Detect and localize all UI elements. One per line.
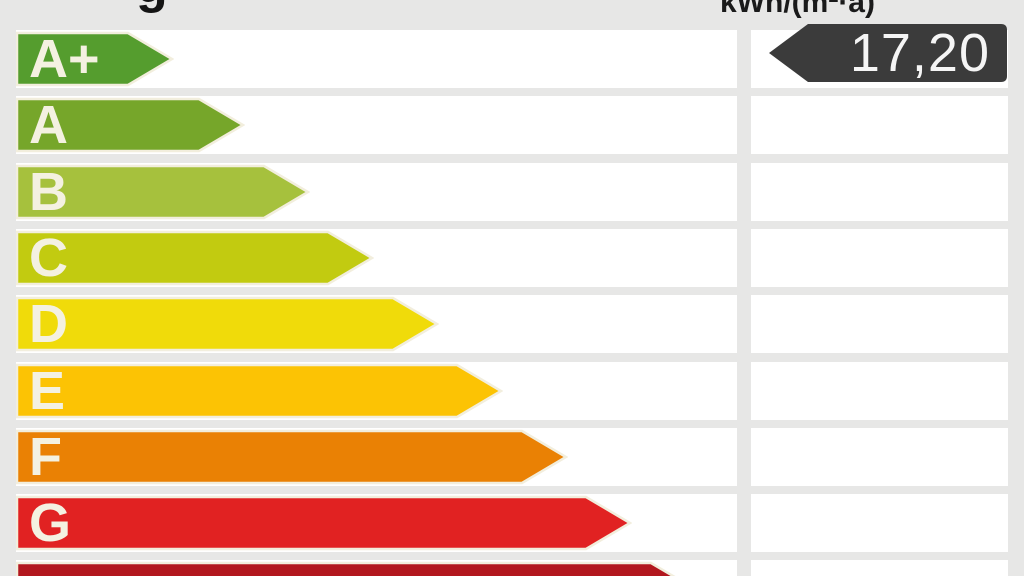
energy-class-letter: G <box>29 493 72 553</box>
energy-class-bar-h <box>16 561 676 576</box>
energy-class-bar-c <box>16 230 374 286</box>
row-value-cell <box>751 96 1008 154</box>
row-value-cell <box>751 560 1008 576</box>
energy-class-bar-e <box>16 363 503 419</box>
energy-class-bar-b <box>16 164 310 220</box>
unit-label: kWh/(m²·a) <box>720 0 875 19</box>
row-value-cell <box>751 362 1008 420</box>
energy-class-letter: B <box>29 162 68 222</box>
energy-class-letter: F <box>29 427 62 487</box>
energy-class-letter: A+ <box>29 29 100 89</box>
energy-row-g: G <box>0 493 1024 553</box>
energy-class-letter: C <box>29 228 68 288</box>
row-value-cell <box>751 163 1008 221</box>
energy-row-e: E <box>0 361 1024 421</box>
row-value-cell <box>751 494 1008 552</box>
row-value-cell <box>751 428 1008 486</box>
energy-row-b: B <box>0 162 1024 222</box>
row-value-cell <box>751 229 1008 287</box>
energy-class-letter: E <box>29 361 66 421</box>
energy-class-letter: A <box>29 95 68 155</box>
energy-class-letter: D <box>29 294 68 354</box>
energy-row-d: D <box>0 294 1024 354</box>
energy-row-h <box>0 560 1024 576</box>
indicator-value: 17,20 <box>849 23 990 83</box>
energy-class-bar-g <box>16 495 632 551</box>
energy-row-c: C <box>0 228 1024 288</box>
energy-class-bar-f <box>16 429 568 485</box>
left-arrow-shape <box>769 24 1007 82</box>
energy-row-f: F <box>0 427 1024 487</box>
energy-row-a: A <box>0 95 1024 155</box>
energy-class-bar-a <box>16 97 245 153</box>
energy-class-bar-d <box>16 296 439 352</box>
indicator-badge: 17,20 <box>768 23 1008 83</box>
row-value-cell <box>751 295 1008 353</box>
energy-class-bar-a-plus <box>16 31 174 87</box>
chart-title-fragment: g <box>136 0 168 15</box>
